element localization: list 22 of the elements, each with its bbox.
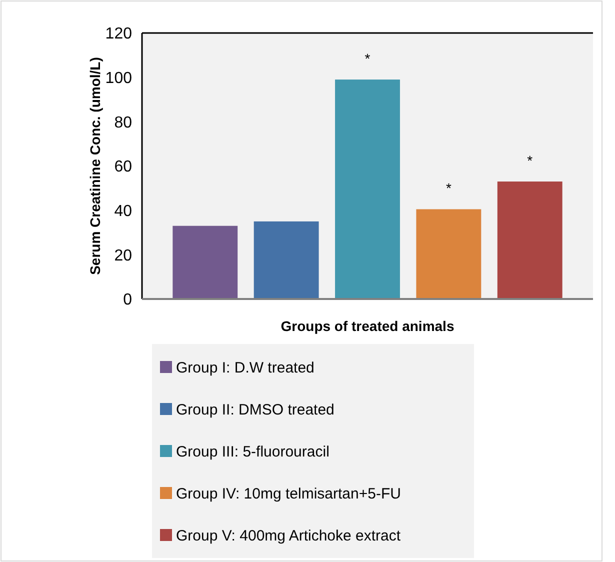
legend-label: Group V: 400mg Artichoke extract: [176, 527, 402, 544]
legend-label: Group III: 5-fluorouracil: [176, 443, 330, 460]
bar: [254, 221, 319, 299]
y-tick-label: 80: [114, 114, 132, 132]
y-tick-label: 120: [105, 26, 132, 43]
bar: [416, 209, 482, 299]
y-tick-label: 40: [114, 202, 132, 220]
legend-label: Group II: DMSO treated: [176, 401, 334, 418]
y-tick-label: 0: [123, 292, 132, 309]
x-axis-title: Groups of treated animals: [280, 318, 454, 334]
y-tick-label: 20: [114, 247, 132, 264]
data-label: *: [364, 50, 371, 67]
bar: [335, 80, 400, 299]
y-tick-label: 100: [105, 70, 132, 87]
bar: [172, 226, 238, 299]
bar: [497, 182, 562, 299]
data-label: *: [527, 152, 534, 169]
data-label: *: [446, 180, 452, 196]
y-axis-title: Serum Creatinine Conc. (umol/L): [87, 57, 103, 275]
y-tick-label: 60: [114, 158, 132, 176]
legend-label: Group I: D.W treated: [176, 359, 314, 376]
legend-label: Group IV: 10mg telmisartan+5-FU: [176, 485, 401, 502]
